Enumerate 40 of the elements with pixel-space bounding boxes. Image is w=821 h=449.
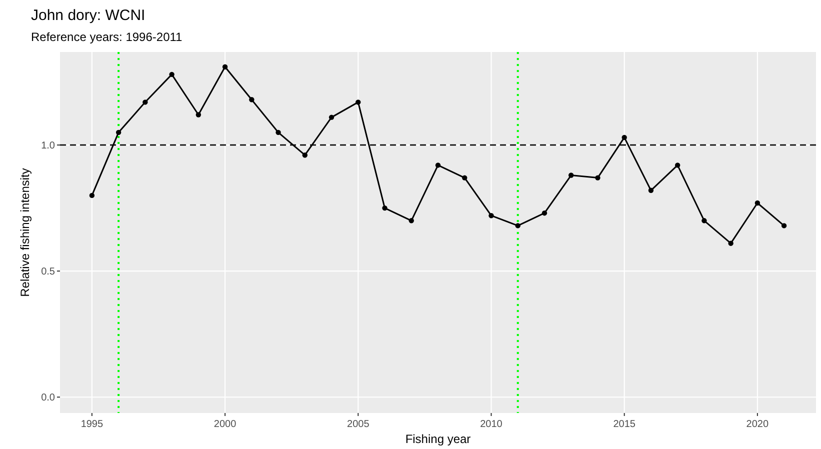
point — [249, 97, 254, 102]
point — [222, 64, 228, 70]
point — [328, 114, 334, 120]
x-tick-label: 2005 — [347, 419, 370, 430]
point — [488, 213, 494, 218]
point — [116, 130, 122, 136]
point — [595, 175, 600, 180]
chart-subtitle: Reference years: 1996-2011 — [31, 30, 183, 44]
point — [356, 100, 361, 105]
x-tick-label: 2010 — [480, 419, 503, 430]
point — [276, 130, 281, 136]
x-tick-label: 2015 — [613, 419, 636, 430]
point — [462, 175, 468, 180]
y-tick-label: 1.0 — [41, 140, 56, 152]
point — [515, 223, 520, 228]
chart-title: John dory: WCNI — [31, 7, 146, 24]
point — [302, 152, 308, 158]
point — [169, 72, 174, 78]
x-tick-label: 2000 — [214, 419, 237, 430]
point — [781, 223, 787, 228]
point — [622, 134, 627, 140]
point — [542, 210, 548, 216]
x-axis-title: Fishing year — [405, 432, 471, 446]
point — [89, 192, 95, 198]
point — [702, 218, 707, 224]
x-tick-label: 1995 — [80, 419, 104, 430]
x-tick-label: 2020 — [746, 419, 769, 430]
point — [648, 188, 654, 193]
point — [142, 100, 148, 105]
point — [435, 162, 441, 168]
point — [674, 162, 680, 168]
point — [408, 218, 414, 224]
y-tick-label: 0.0 — [41, 392, 56, 404]
point — [196, 112, 202, 118]
point — [754, 200, 760, 206]
point — [728, 240, 734, 246]
y-axis-title: Relative fishing intensity — [18, 168, 32, 297]
y-tick-label: 0.5 — [41, 266, 56, 278]
point — [382, 205, 388, 211]
point — [568, 172, 574, 178]
